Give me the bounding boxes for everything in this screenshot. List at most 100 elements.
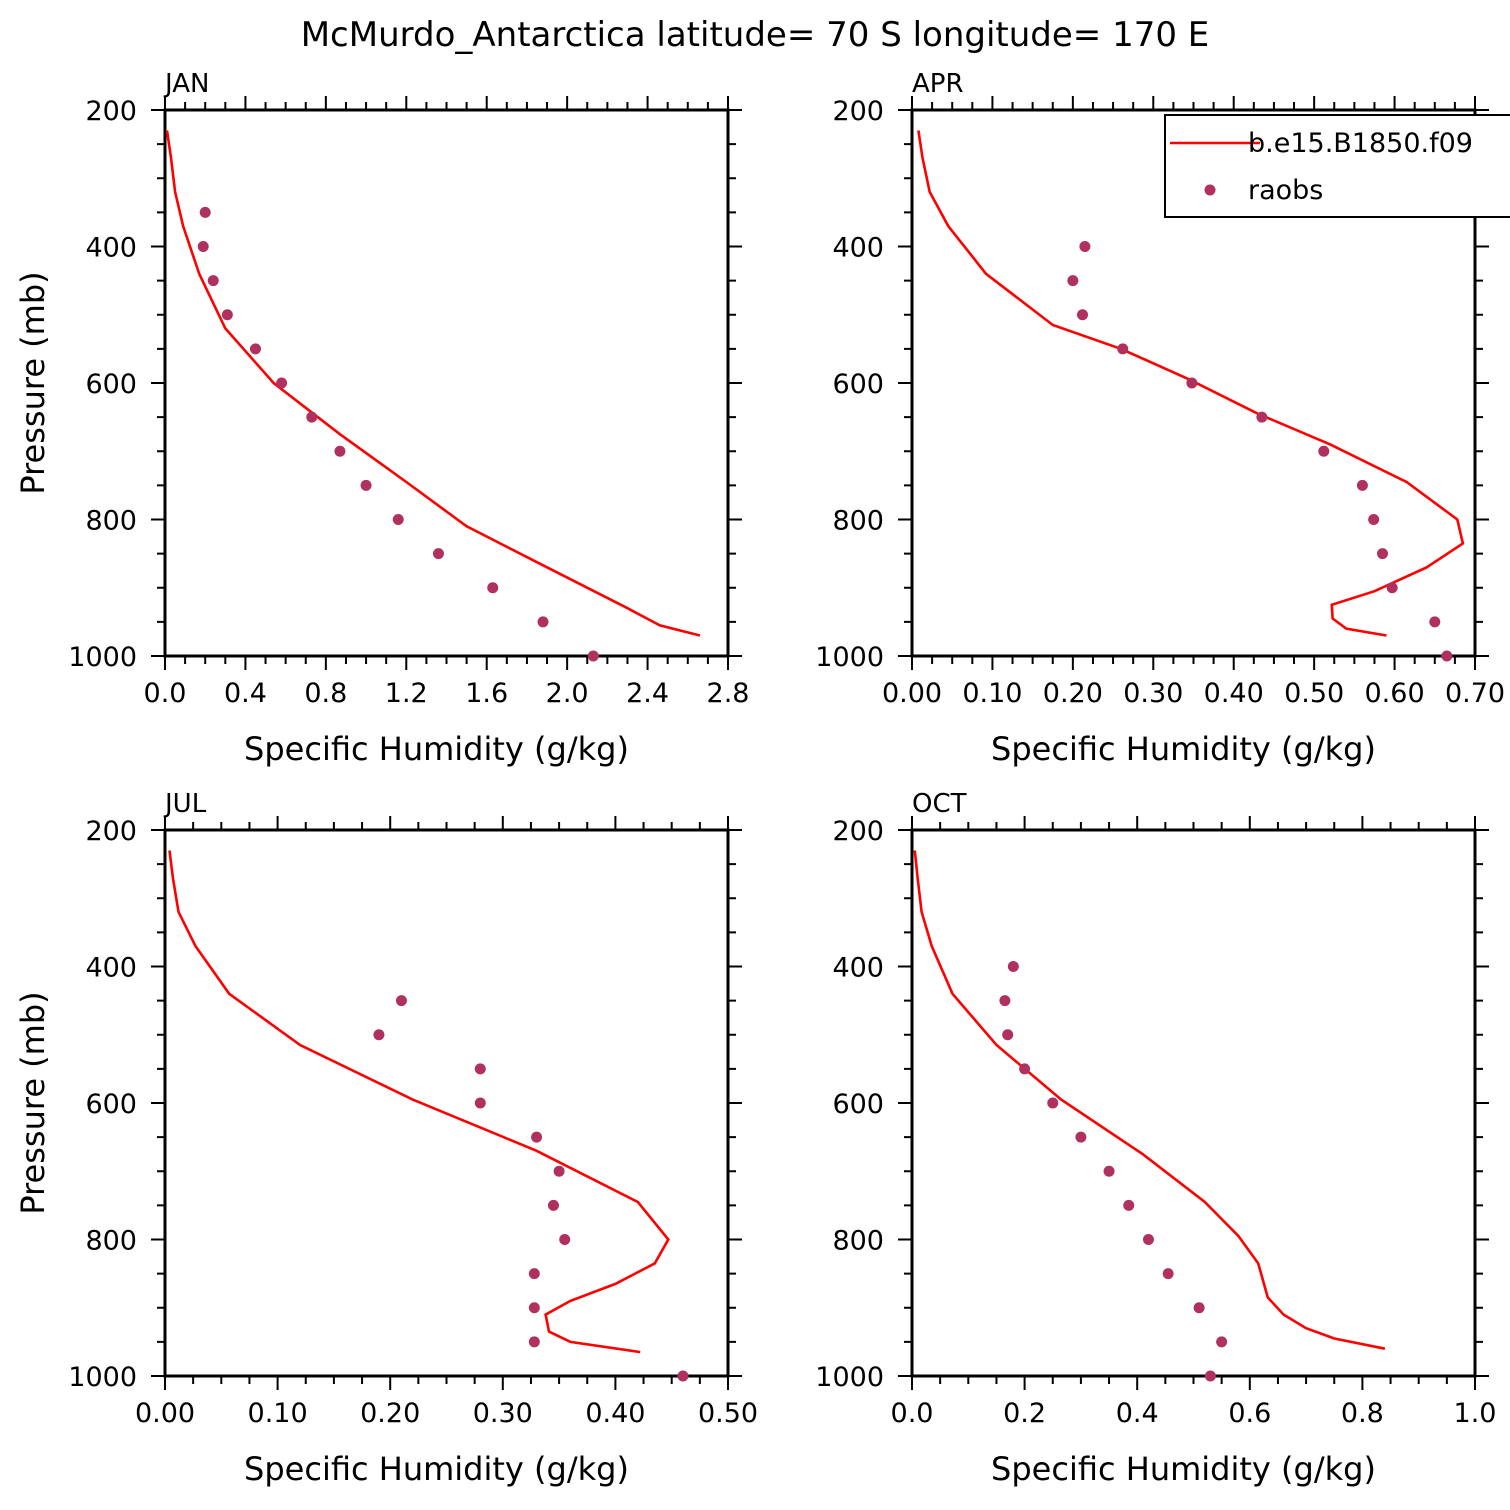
- x-tick-label: 0.50: [698, 1398, 758, 1429]
- y-tick-label: 400: [85, 953, 137, 984]
- legend-box: [1164, 114, 1510, 218]
- raobs-point: [207, 275, 219, 287]
- raobs-point: [1377, 548, 1389, 560]
- x-tick-label: 0.60: [1365, 678, 1425, 709]
- panel-title: JUL: [163, 789, 207, 819]
- raobs-point: [197, 241, 209, 252]
- panel-1: 0.00 0.10 0.20 0.30 0.40 0.50 0.60 0.70 200 400 60…: [815, 69, 1505, 768]
- raobs-point: [1142, 1234, 1154, 1245]
- raobs-point: [1356, 479, 1368, 491]
- x-tick-label: 0.40: [1204, 678, 1264, 709]
- x-tick-label: 1.2: [385, 678, 428, 709]
- x-tick-label: 0.20: [1043, 678, 1103, 709]
- panel-0: 0.0 0.4 0.8 1.2 1.6 2.0 2.4 2.8 200 400 600 800 1000…: [14, 69, 749, 768]
- x-tick-label: 0.0: [144, 678, 187, 709]
- raobs-point: [547, 1199, 559, 1211]
- raobs-point: [531, 1131, 543, 1143]
- raobs-point: [432, 548, 444, 560]
- raobs-point: [373, 1029, 385, 1041]
- legend: b.e15.B1850.f09 raobs: [1164, 114, 1510, 218]
- raobs-point: [334, 445, 346, 457]
- plot-frame: [910, 828, 1477, 1378]
- raobs-point: [1007, 961, 1019, 972]
- y-tick-label: 800: [85, 1226, 137, 1257]
- raobs-point: [1019, 1063, 1031, 1075]
- x-tick-label: 0.00: [135, 1398, 195, 1429]
- raobs-point: [1075, 1131, 1087, 1143]
- x-axis-label: Specific Humidity (g/kg): [991, 1450, 1376, 1488]
- raobs-point: [1162, 1268, 1174, 1280]
- raobs-point: [1216, 1336, 1228, 1348]
- y-tick-label: 400: [832, 953, 884, 984]
- raobs-point: [1067, 275, 1079, 287]
- model-line: [917, 130, 1465, 637]
- x-tick-label: 0.4: [1116, 1398, 1159, 1429]
- x-axis-label: Specific Humidity (g/kg): [991, 730, 1376, 768]
- raobs-point: [1103, 1165, 1115, 1177]
- y-tick-label: 600: [85, 1089, 137, 1120]
- raobs-point: [395, 995, 407, 1007]
- y-axis-label: Pressure (mb): [14, 271, 52, 494]
- x-axis-label: Specific Humidity (g/kg): [244, 730, 629, 768]
- y-tick-label: 200: [832, 816, 884, 847]
- plot-frame: [163, 828, 730, 1378]
- y-tick-label: 1000: [68, 1362, 137, 1393]
- y-tick-label: 800: [832, 506, 884, 537]
- raobs-point: [360, 479, 372, 491]
- raobs-point: [1047, 1097, 1059, 1109]
- panel-title: JAN: [163, 69, 209, 99]
- x-tick-label: 0.50: [1284, 678, 1344, 709]
- y-tick-label: 600: [832, 369, 884, 400]
- x-tick-label: 0.4: [224, 678, 267, 709]
- raobs-point: [677, 1370, 689, 1382]
- raobs-point: [221, 309, 233, 321]
- x-tick-label: 0.8: [304, 678, 347, 709]
- x-tick-label: 0.10: [962, 678, 1022, 709]
- y-tick-label: 200: [832, 96, 884, 127]
- x-tick-label: 2.8: [707, 678, 750, 709]
- x-tick-label: 2.0: [546, 678, 589, 709]
- y-tick-label: 800: [85, 506, 137, 537]
- raobs-point: [999, 995, 1011, 1007]
- x-tick-label: 0.30: [1123, 678, 1183, 709]
- y-tick-label: 200: [85, 96, 137, 127]
- legend-label-raobs: raobs: [1248, 175, 1323, 206]
- raobs-point: [276, 377, 288, 389]
- raobs-point: [528, 1268, 540, 1280]
- raobs-point: [559, 1234, 571, 1245]
- raobs-point: [528, 1302, 540, 1314]
- x-axis-label: Specific Humidity (g/kg): [244, 1450, 629, 1488]
- x-tick-label: 0.40: [585, 1398, 645, 1429]
- raobs-point: [1079, 241, 1091, 252]
- raobs-point: [1256, 411, 1268, 423]
- y-tick-label: 400: [832, 233, 884, 264]
- x-tick-label: 0.0: [891, 1398, 934, 1429]
- raobs-point: [1117, 343, 1129, 355]
- raobs-point: [1318, 445, 1330, 457]
- raobs-point: [474, 1063, 486, 1075]
- raobs-point: [553, 1165, 565, 1177]
- y-tick-label: 200: [85, 816, 137, 847]
- raobs-point: [587, 650, 599, 662]
- y-tick-label: 600: [85, 369, 137, 400]
- x-tick-label: 0.6: [1228, 1398, 1271, 1429]
- raobs-point: [487, 582, 499, 594]
- x-tick-label: 2.4: [626, 678, 669, 709]
- raobs-point: [1386, 582, 1398, 594]
- panel-2: 0.00 0.10 0.20 0.30 0.40 0.50 200 400 600 800 1000…: [14, 789, 758, 1488]
- x-tick-label: 0.20: [360, 1398, 420, 1429]
- panel-title: OCT: [912, 789, 967, 819]
- figure-title: McMurdo_Antarctica latitude= 70 S longit…: [301, 15, 1210, 55]
- x-tick-label: 1.0: [1454, 1398, 1497, 1429]
- y-tick-label: 800: [832, 1226, 884, 1257]
- raobs-point: [1186, 377, 1198, 389]
- raobs-point: [1441, 650, 1453, 662]
- x-tick-label: 0.30: [473, 1398, 533, 1429]
- x-tick-label: 0.2: [1003, 1398, 1046, 1429]
- raobs-point: [199, 206, 211, 218]
- raobs-point: [1429, 616, 1441, 628]
- y-tick-label: 1000: [68, 642, 137, 673]
- x-tick-label: 0.00: [882, 678, 942, 709]
- legend-marker-swatch: [1204, 184, 1216, 196]
